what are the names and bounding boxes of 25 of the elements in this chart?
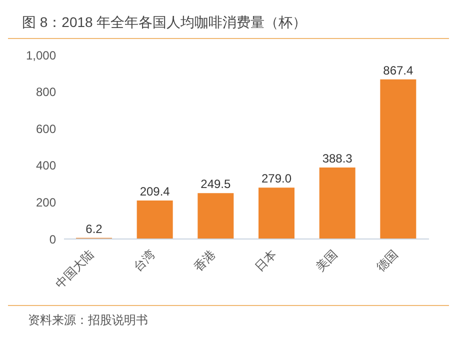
data-label: 6.2 bbox=[86, 222, 103, 236]
y-tick-label: 600 bbox=[36, 122, 56, 136]
x-tick-label: 日本 bbox=[252, 247, 280, 274]
y-tick-label: 1,000 bbox=[26, 48, 56, 62]
y-tick-label: 200 bbox=[36, 195, 56, 210]
y-tick-label: 800 bbox=[36, 85, 56, 100]
x-tick-label: 中国大陆 bbox=[52, 247, 97, 292]
x-tick-label: 香港 bbox=[191, 247, 218, 274]
data-label: 279.0 bbox=[261, 172, 292, 186]
text: 资料来源：招股说明书 bbox=[28, 312, 149, 329]
data-label: 249.5 bbox=[200, 177, 232, 192]
y-tick-label: 0 bbox=[49, 232, 56, 246]
bar bbox=[258, 188, 294, 239]
chart-title: 图 8：2018 年全年各国人均咖啡消费量（杯） bbox=[8, 8, 449, 39]
y-tick-label: 400 bbox=[36, 158, 56, 173]
bar bbox=[136, 200, 173, 239]
bar bbox=[319, 168, 356, 239]
bar bbox=[380, 79, 416, 239]
x-tick-label: 德国 bbox=[374, 247, 401, 274]
data-label: 388.3 bbox=[322, 152, 353, 166]
data-label: 209.4 bbox=[140, 184, 170, 198]
data-label: 867.4 bbox=[383, 63, 414, 78]
bar bbox=[198, 193, 234, 239]
x-tick-label: 美国 bbox=[313, 247, 340, 274]
x-tick-label: 台湾 bbox=[130, 247, 158, 274]
